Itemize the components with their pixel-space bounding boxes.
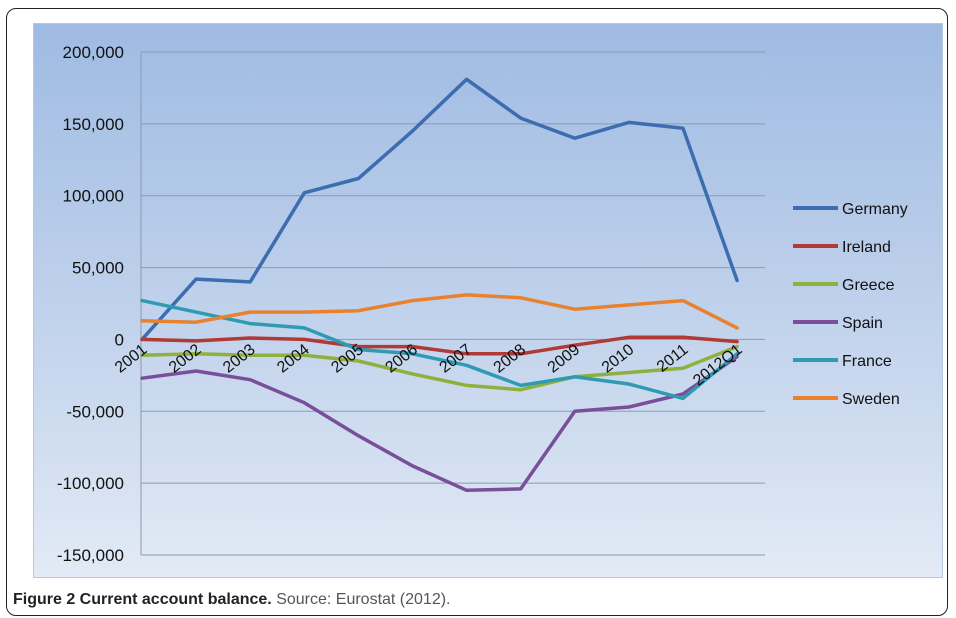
y-tick-label: 150,000 [63, 115, 124, 134]
chart-area [33, 23, 943, 578]
x-tick-label: 2008 [491, 341, 530, 376]
series-line-spain [140, 354, 739, 493]
y-tick-label: -100,000 [57, 474, 124, 493]
x-tick-label: 2012Q1 [690, 341, 745, 390]
caption-label: Figure 2 Current account balance. [13, 591, 272, 608]
y-tick-label: 200,000 [63, 43, 124, 62]
caption-source: Source: Eurostat (2012). [276, 591, 451, 608]
y-tick-label: 50,000 [72, 259, 124, 278]
x-tick-label: 2003 [220, 341, 259, 376]
y-tick-label: -50,000 [66, 402, 124, 421]
legend-label-sweden: Sweden [842, 391, 900, 408]
y-axis-ticks: 200,000 150,000 100,000 50,000 0 -50,000 -100,… [57, 43, 124, 565]
x-tick-label: 2007 [437, 341, 476, 376]
figure-caption: Figure 2 Current account balance. Source… [13, 591, 451, 609]
legend-label-spain: Spain [842, 315, 883, 332]
y-tick-label: -150,000 [57, 546, 124, 565]
y-tick-label: 0 [115, 330, 124, 349]
series-line-germany [140, 77, 739, 342]
legend: Germany Ireland Greece Spain France Sweden [793, 201, 908, 408]
y-tick-label: 100,000 [63, 187, 124, 206]
series-lines [140, 77, 739, 493]
legend-label-germany: Germany [842, 201, 908, 218]
x-tick-label: 2004 [274, 341, 313, 376]
legend-label-ireland: Ireland [842, 239, 891, 256]
series-line-sweden [140, 293, 739, 330]
series-line-greece [140, 344, 739, 392]
series-line-france [140, 298, 739, 401]
legend-label-greece: Greece [842, 277, 895, 294]
legend-label-france: France [842, 353, 892, 370]
series-line-ireland [140, 335, 739, 356]
